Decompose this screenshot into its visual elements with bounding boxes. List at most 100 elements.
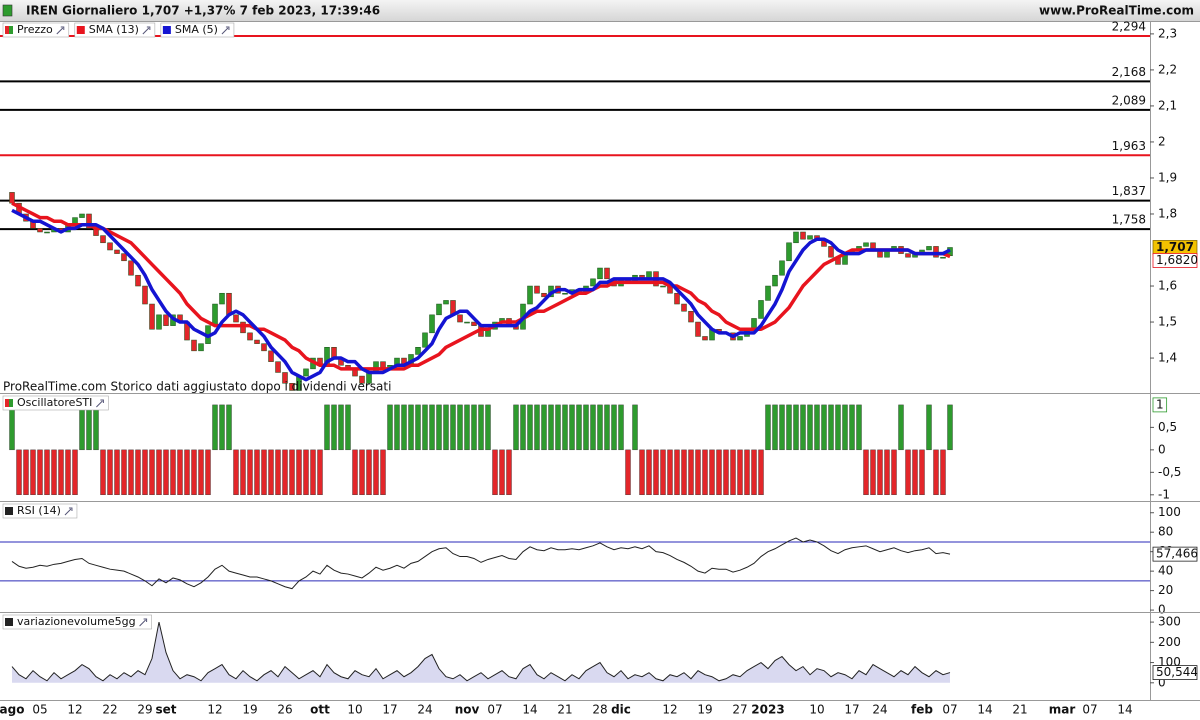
x-tick-label: 10 <box>347 703 362 717</box>
value-tag-label: 50,544 <box>1156 665 1198 679</box>
oscillator-bar <box>597 404 603 451</box>
value-tag-label: 1,707 <box>1156 240 1194 254</box>
x-tick-label: 21 <box>1012 703 1027 717</box>
oscillator-bar <box>310 449 316 496</box>
oscillator-bar <box>422 404 428 451</box>
legend-label: variazionevolume5gg <box>17 615 136 628</box>
x-tick-label: 21 <box>557 703 572 717</box>
candle <box>142 285 148 305</box>
candle <box>471 321 477 326</box>
oscillator-bar <box>352 449 358 496</box>
candle <box>226 292 232 316</box>
candle <box>107 242 113 251</box>
legend-wrench <box>56 26 65 35</box>
oscillator-bar <box>541 404 547 451</box>
candle <box>268 350 274 362</box>
oscillator-bar <box>933 449 939 496</box>
candle <box>303 368 309 377</box>
oscillator-bar <box>604 404 610 451</box>
oscillator-bar <box>128 449 134 496</box>
oscillator-bar <box>240 449 246 496</box>
oscillator-bar <box>814 404 820 451</box>
candle <box>527 285 533 305</box>
x-tick-label: set <box>155 703 176 717</box>
oscillator-bar <box>485 404 491 451</box>
candle <box>191 339 197 352</box>
candle <box>219 292 225 305</box>
header-bar <box>0 0 1200 21</box>
candle <box>275 361 281 373</box>
oscillator-bar <box>590 404 596 451</box>
x-tick-label: 14 <box>977 703 992 717</box>
candle <box>114 249 120 254</box>
x-tick-label: 10 <box>809 703 824 717</box>
oscillator-bar <box>632 404 638 451</box>
candle <box>597 267 603 280</box>
oscillator-bar <box>926 404 932 451</box>
x-tick-label: mar <box>1049 703 1076 717</box>
oscillator-bar <box>667 449 673 496</box>
oscillator-bar <box>100 449 106 496</box>
value-tag-label: 1,6820 <box>1156 253 1198 267</box>
oscillator-bar <box>296 449 302 496</box>
oscillator-bar <box>548 404 554 451</box>
oscillator-bar <box>688 449 694 496</box>
candle <box>128 260 134 276</box>
x-tick-label: 24 <box>417 703 432 717</box>
oscillator-bar <box>527 404 533 451</box>
x-tick-label: 12 <box>662 703 677 717</box>
y-tick-label: 80 <box>1158 525 1173 539</box>
oscillator-bar <box>758 449 764 496</box>
value-tag <box>1152 546 1198 562</box>
level-label: 1,758 <box>1112 213 1146 227</box>
legend-box <box>74 22 156 38</box>
oscillator-bar <box>107 449 113 496</box>
legend-swatch <box>76 26 85 34</box>
candle <box>86 213 92 229</box>
x-tick-label: 26 <box>277 703 292 717</box>
legend-swatch <box>9 399 13 407</box>
oscillator-bar <box>898 404 904 451</box>
oscillator-bar <box>807 404 813 451</box>
candle <box>807 235 813 240</box>
oscillator-bar <box>380 449 386 496</box>
x-tick-label: 05 <box>32 703 47 717</box>
legend-label: SMA (13) <box>89 23 139 36</box>
candle <box>562 292 568 295</box>
oscillator-bar <box>436 404 442 451</box>
candle <box>737 336 743 341</box>
legend-swatch <box>5 26 9 34</box>
oscillator-bar <box>408 404 414 451</box>
oscillator-bar <box>520 404 526 451</box>
oscillator-bar <box>478 404 484 451</box>
oscillator-bar <box>702 449 708 496</box>
candle <box>534 285 540 294</box>
oscillator-bar <box>765 404 771 451</box>
x-tick-label: feb <box>911 703 933 717</box>
oscillator-bar <box>156 449 162 496</box>
oscillator-bar <box>275 449 281 496</box>
oscillator-bar <box>786 404 792 451</box>
oscillator-bar <box>709 449 715 496</box>
oscillator-bar <box>135 449 141 496</box>
candle <box>289 383 295 391</box>
candle <box>772 274 778 287</box>
oscillator-bar <box>730 449 736 496</box>
oscillator-bar <box>226 404 232 451</box>
oscillator-bar <box>289 449 295 496</box>
x-tick-label: dic <box>611 703 631 717</box>
oscillator-bar <box>912 449 918 496</box>
legend-wrench <box>96 399 104 408</box>
x-tick-label: 22 <box>102 703 117 717</box>
x-tick-label: 17 <box>382 703 397 717</box>
x-tick-label: 14 <box>1117 703 1132 717</box>
oscillator-bar <box>506 449 512 496</box>
oscillator-bar <box>268 449 274 496</box>
oscillator-bar <box>142 449 148 496</box>
value-tag <box>1152 397 1168 413</box>
oscillator-bar <box>191 449 197 496</box>
oscillator-bar <box>317 449 323 496</box>
oscillator-bar <box>51 449 57 496</box>
y-tick-label: 0 <box>1158 603 1166 617</box>
oscillator-bar <box>723 449 729 496</box>
